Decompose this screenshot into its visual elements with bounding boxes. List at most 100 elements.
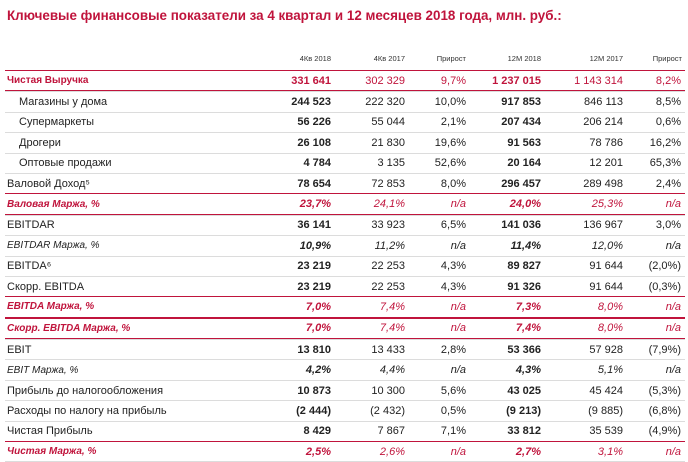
cell-q4-2018: 244 523 (291, 96, 331, 109)
cell-q-growth: 52,6% (434, 157, 466, 170)
table-row: Супермаркеты 56 226 55 044 2,1% 207 434 206 2… (5, 111, 685, 132)
cell-q4-2018: 23 219 (297, 260, 331, 273)
cell-q4-2017: 21 830 (371, 136, 405, 149)
cell-12m-2017: 8,0% (597, 300, 623, 313)
cell-12m-growth: 3,0% (655, 219, 681, 232)
cell-12m-2017: 8,0% (597, 322, 623, 335)
table-row: EBIT Маржа, % 4,2% 4,4% n/a 4,3% 5,1% n/a (5, 359, 685, 379)
row-label: Дрогери (19, 136, 61, 149)
cell-12m-growth: n/a (665, 239, 681, 252)
cell-q-growth: n/a (450, 445, 466, 458)
row-label: Магазины у дома (19, 96, 108, 109)
cell-q-growth: 4,3% (440, 260, 466, 273)
cell-12m-2017: 1 143 314 (574, 74, 623, 87)
cell-12m-2017: (9 885) (588, 404, 623, 417)
page-title: Ключевые финансовые показатели за 4 квар… (7, 8, 562, 23)
cell-q4-2017: (2 432) (370, 404, 405, 417)
cell-q4-2018: 36 141 (297, 219, 331, 232)
cell-12m-2017: 91 644 (589, 260, 623, 273)
table-row: Оптовые продажи 4 784 3 135 52,6% 20 164 12 2… (5, 152, 685, 173)
table-row: Чистая Прибыль 8 429 7 867 7,1% 33 812 35 539… (5, 420, 685, 441)
cell-12m-2018: 91 563 (507, 136, 541, 149)
cell-12m-2017: 3,1% (597, 445, 623, 458)
table-row: EBITDAR 36 141 33 923 6,5% 141 036 136 967 3,0… (5, 214, 685, 235)
table-row: Скорр. EBITDA 23 219 22 253 4,3% 91 326 91 64… (5, 275, 685, 296)
cell-q-growth: n/a (450, 364, 466, 377)
cell-12m-2018: (9 213) (506, 404, 541, 417)
cell-12m-2017: 289 498 (583, 177, 623, 190)
row-label: EBITDAR (7, 219, 55, 232)
cell-12m-2018: 7,3% (515, 300, 541, 313)
header-q4-2017: 4Кв 2017 (373, 53, 405, 63)
cell-12m-2018: 24,0% (509, 198, 541, 211)
cell-12m-2017: 78 786 (589, 136, 623, 149)
table-row: EBITDA Маржа, % 7,0% 7,4% n/a 7,3% 8,0% n/a (5, 296, 685, 318)
cell-q4-2017: 2,6% (379, 445, 405, 458)
table-row: Чистая Выручка 331 641 302 329 9,7% 1 237 01… (5, 70, 685, 92)
cell-q4-2018: (2 444) (296, 404, 331, 417)
cell-12m-growth: 16,2% (649, 136, 681, 149)
cell-q4-2017: 72 853 (371, 177, 405, 190)
cell-12m-2017: 5,1% (597, 364, 623, 377)
cell-q4-2018: 7,0% (305, 300, 331, 313)
cell-q4-2017: 33 923 (371, 219, 405, 232)
header-12m-2018: 12М 2018 (507, 53, 541, 63)
cell-q4-2017: 22 253 (371, 260, 405, 273)
cell-q4-2018: 8 429 (303, 425, 331, 438)
cell-q4-2018: 10 873 (297, 384, 331, 397)
cell-12m-2017: 91 644 (589, 280, 623, 293)
cell-12m-growth: 8,5% (655, 96, 681, 109)
cell-12m-2017: 846 113 (584, 96, 623, 109)
header-q4-2018: 4Кв 2018 (299, 53, 331, 63)
cell-12m-2018: 296 457 (501, 177, 541, 190)
cell-q-growth: 6,5% (440, 219, 466, 232)
cell-q4-2017: 3 135 (377, 157, 405, 170)
table-row: Скорр. EBITDA Маржа, % 7,0% 7,4% n/a 7,4% 8,0… (5, 317, 685, 340)
row-label: EBIT Маржа, % (7, 364, 79, 376)
cell-12m-growth: (4,9%) (648, 425, 681, 438)
row-label: Чистая Прибыль (7, 425, 93, 438)
row-label: Чистая Выручка (7, 75, 89, 87)
cell-q4-2017: 222 320 (365, 96, 405, 109)
cell-q-growth: n/a (450, 322, 466, 335)
cell-12m-2018: 20 164 (507, 157, 541, 170)
cell-q4-2017: 13 433 (371, 343, 405, 356)
cell-12m-growth: 65,3% (649, 157, 681, 170)
cell-q4-2018: 4,2% (305, 364, 331, 377)
cell-q4-2018: 26 108 (297, 136, 331, 149)
cell-12m-growth: (0,3%) (648, 280, 681, 293)
cell-q4-2018: 23 219 (297, 280, 331, 293)
cell-12m-2017: 136 967 (583, 219, 623, 232)
cell-12m-growth: n/a (665, 445, 681, 458)
cell-12m-2018: 11,4% (510, 239, 541, 252)
table-row: Магазины у дома 244 523 222 320 10,0% 917 85… (5, 91, 685, 111)
cell-q4-2017: 55 044 (371, 116, 405, 129)
cell-q4-2018: 10,9% (299, 239, 331, 252)
cell-12m-2018: 33 812 (507, 425, 541, 438)
cell-q4-2018: 23,7% (299, 198, 331, 211)
row-label: Скорр. EBITDA (7, 280, 85, 293)
cell-12m-growth: 8,2% (655, 74, 681, 87)
cell-q4-2017: 302 329 (365, 74, 405, 87)
table-row: Расходы по налогу на прибыль (2 444) (2 43… (5, 400, 685, 420)
cell-q-growth: 10,0% (434, 96, 466, 109)
cell-12m-2017: 206 214 (583, 116, 623, 129)
cell-q4-2017: 24,1% (373, 198, 405, 211)
cell-q4-2018: 7,0% (305, 322, 331, 335)
cell-q4-2017: 10 300 (371, 384, 405, 397)
cell-q4-2018: 56 226 (297, 116, 331, 129)
cell-q-growth: 2,1% (440, 116, 466, 129)
cell-q4-2018: 331 641 (291, 74, 331, 87)
cell-q-growth: 19,6% (434, 136, 466, 149)
table-row: Дрогери 26 108 21 830 19,6% 91 563 78 786 16,2… (5, 132, 685, 152)
cell-q-growth: 8,0% (440, 177, 466, 190)
row-label: EBITDA Маржа, % (7, 301, 95, 313)
cell-q4-2017: 22 253 (371, 280, 405, 293)
cell-12m-2017: 45 424 (589, 384, 623, 397)
cell-12m-2018: 91 326 (507, 280, 541, 293)
cell-q4-2018: 13 810 (297, 343, 331, 356)
cell-q4-2018: 78 654 (297, 177, 331, 190)
cell-12m-growth: (7,9%) (648, 343, 681, 356)
cell-q4-2017: 7,4% (379, 322, 405, 335)
row-label: Чистая Маржа, % (7, 446, 97, 458)
